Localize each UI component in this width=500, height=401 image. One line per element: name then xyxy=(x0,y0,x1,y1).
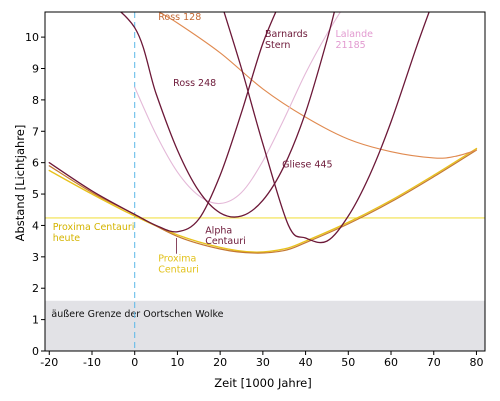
series-label: Barnards Stern xyxy=(265,29,308,51)
text-line: Gliese 445 xyxy=(282,159,332,170)
y-tick-label: 4 xyxy=(32,219,39,232)
x-tick-label: 80 xyxy=(469,356,483,369)
series-line-ross-128 xyxy=(157,12,478,159)
text-line: Barnards xyxy=(265,29,308,40)
series-label: Proxima Centauri xyxy=(158,254,199,276)
x-tick-label: 30 xyxy=(256,356,270,369)
series-label: Ross 248 xyxy=(173,78,216,89)
proxima-today-label: Proxima Centauri heute xyxy=(53,222,135,244)
series-line-ross-248 xyxy=(119,12,336,218)
text-line: Centauri xyxy=(205,236,246,247)
series-line-lalande-21185 xyxy=(134,12,342,205)
text-line: Proxima xyxy=(158,254,196,265)
text-line: 21185 xyxy=(335,40,365,51)
y-tick-label: 8 xyxy=(32,94,39,107)
x-tick-label: 50 xyxy=(341,356,355,369)
y-tick-label: 10 xyxy=(25,31,39,44)
x-tick-label: 70 xyxy=(427,356,441,369)
x-tick-label: -20 xyxy=(40,356,58,369)
text-line: Proxima Centauri xyxy=(53,222,135,233)
series-line-barnards-stern xyxy=(48,12,277,233)
text-line: Alpha xyxy=(205,225,232,236)
y-tick-label: 5 xyxy=(32,188,39,201)
series-label: Alpha Centauri xyxy=(205,225,246,247)
x-tick-label: 60 xyxy=(384,356,398,369)
y-tick-label: 7 xyxy=(32,125,39,138)
axis-layer: -20 -10 0 10 20 30 40 50 60 70 80 0 1 2 3 4 5 6 7 8 9 10 xyxy=(25,11,486,369)
text-line: Ross 128 xyxy=(158,12,201,23)
y-tick-label: 6 xyxy=(32,157,39,170)
series-label: Gliese 445 xyxy=(282,159,332,170)
y-tick-label: 0 xyxy=(32,345,39,358)
x-tick-label: 10 xyxy=(170,356,184,369)
x-axis-title: Zeit [1000 Jahre] xyxy=(214,376,312,390)
y-tick-label: 2 xyxy=(32,282,39,295)
x-tick-label: 0 xyxy=(131,356,138,369)
x-tick-label: 20 xyxy=(213,356,227,369)
text-line: heute xyxy=(53,233,81,244)
series-line-proxima-centauri xyxy=(48,147,478,253)
x-tick-label: -10 xyxy=(83,356,101,369)
y-tick-label: 9 xyxy=(32,63,39,76)
oort-cloud-label: äußere Grenze der Oortschen Wolke xyxy=(51,309,223,320)
y-tick-label: 3 xyxy=(32,251,39,264)
series-layer xyxy=(48,12,478,254)
series-line-alpha-centauri xyxy=(48,149,478,254)
series-label: Lalande 21185 xyxy=(335,29,373,51)
y-tick-label: 1 xyxy=(32,314,39,327)
text-line: Lalande xyxy=(335,29,373,40)
plot-frame xyxy=(44,11,486,352)
text-line: Ross 248 xyxy=(173,78,216,89)
series-label: Ross 128 xyxy=(158,12,201,23)
text-line: Stern xyxy=(265,40,290,51)
background-layer: äußere Grenze der Oortschen Wolke Proxima… xyxy=(45,12,485,351)
annotation-layer: Ross 128 Barnards Stern Lalande 21185 Ross 24… xyxy=(158,12,373,276)
y-axis-title: Abstand [Lichtjahre] xyxy=(13,125,27,242)
x-tick-label: 40 xyxy=(299,356,313,369)
oort-cloud-band xyxy=(45,300,485,351)
series-line-gliese-445 xyxy=(223,12,430,244)
text-line: Centauri xyxy=(158,264,199,275)
